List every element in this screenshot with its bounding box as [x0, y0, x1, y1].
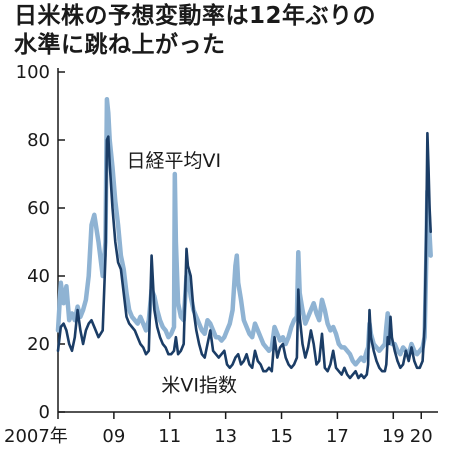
series-layer [55, 96, 433, 380]
x-tick-label: 2007年 [4, 426, 68, 447]
x-tick-label: 11 [158, 426, 181, 447]
x-tick-label: 15 [270, 426, 293, 447]
y-axis: 0 20 40 60 80 100 [16, 62, 65, 423]
x-axis: 2007年 09 11 13 15 17 19 20 [4, 411, 438, 447]
y-tick-label: 60 [27, 198, 50, 219]
series-line-nikkei-vi [55, 96, 433, 367]
series-line-us-vix [56, 131, 432, 380]
series-label-nikkei-vi: 日経平均VI [126, 150, 221, 172]
x-tick-label: 17 [326, 426, 349, 447]
y-tick-label: 20 [27, 334, 50, 355]
x-tick-label: 13 [214, 426, 237, 447]
chart-title-line-1: 日米株の予想変動率は12年ぶりの [14, 3, 377, 29]
x-tick-label: 20 [410, 426, 433, 447]
label-layer: 日経平均VI 米VI指数 [126, 150, 237, 396]
x-tick-label: 09 [102, 426, 125, 447]
series-label-us-vix: 米VI指数 [161, 375, 237, 397]
y-tick-label: 80 [27, 130, 50, 151]
chart-title: 日米株の予想変動率は12年ぶりの 水準に跳ね上がった [14, 2, 444, 60]
y-tick-label: 40 [27, 266, 50, 287]
y-tick-label: 0 [39, 402, 50, 423]
chart-title-line-2: 水準に跳ね上がった [14, 32, 226, 58]
x-tick-label: 19 [382, 426, 405, 447]
y-tick-label: 100 [16, 62, 50, 83]
